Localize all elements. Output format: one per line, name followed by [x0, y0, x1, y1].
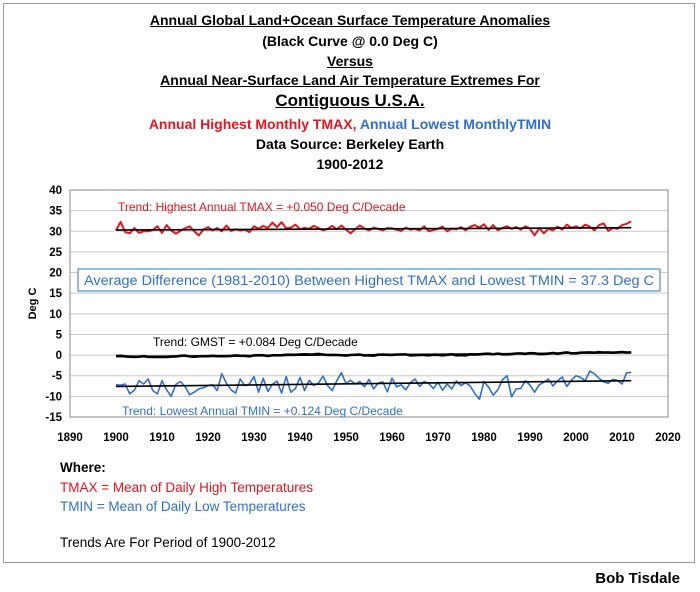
notes-trend-period: Trends Are For Period of 1900-2012: [60, 534, 276, 550]
title-tmax-label: Annual Highest Monthly TMAX,: [148, 116, 357, 132]
title-line-4: Annual Near-Surface Land Air Temperature…: [160, 72, 540, 88]
title-line-1: Annual Global Land+Ocean Surface Tempera…: [149, 12, 551, 28]
title-line-2: (Black Curve @ 0.0 Deg C): [262, 33, 438, 49]
notes-tmax-definition: TMAX = Mean of Daily High Temperatures: [60, 479, 313, 495]
title-line-3: Versus: [327, 53, 373, 69]
title-tmin-label: Annual Lowest MonthlyTMIN: [359, 116, 552, 132]
notes-where: Where:: [60, 460, 106, 475]
title-line-6: Annual Highest Monthly TMAX, Annual Lowe…: [0, 116, 700, 132]
notes-block: Where: TMAX = Mean of Daily High Tempera…: [60, 458, 313, 552]
title-line-7: Data Source: Berkeley Earth: [255, 136, 445, 152]
title-line-5: Contiguous U.S.A.: [275, 91, 425, 110]
title-line-8: 1900-2012: [316, 156, 384, 172]
notes-tmin-definition: TMIN = Mean of Daily Low Temperatures: [60, 499, 306, 514]
chart-frame: [3, 3, 695, 563]
author-credit: Bob Tisdale: [595, 570, 680, 587]
